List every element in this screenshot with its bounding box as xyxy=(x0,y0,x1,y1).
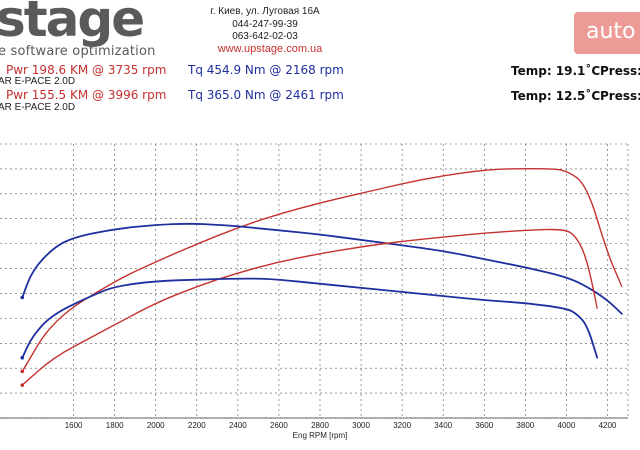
x-tick-label: 3000 xyxy=(352,421,370,430)
x-tick-label: 1800 xyxy=(106,421,124,430)
contact-phone-1: 044-247-99-39 xyxy=(232,19,298,30)
power-start-point-1 xyxy=(20,369,25,374)
x-tick-label: 2000 xyxy=(147,421,165,430)
x-tick-label: 4200 xyxy=(599,421,617,430)
run2-power: Pwr 155.5 KM @ 3996 rpm xyxy=(6,88,167,102)
torque-curve-4 xyxy=(21,277,599,359)
power-curve-3 xyxy=(21,228,598,386)
torque-curve-2 xyxy=(21,222,623,315)
website-link[interactable]: www.upstage.com.ua xyxy=(217,43,323,55)
torque-start-point-4 xyxy=(20,355,25,360)
run1-power: Pwr 198.6 KM @ 3735 rpm xyxy=(6,63,167,77)
x-tick-label: 2800 xyxy=(311,421,329,430)
x-tick-label: 4000 xyxy=(558,421,576,430)
x-tick-label: 2600 xyxy=(270,421,288,430)
x-tick-label: 2200 xyxy=(188,421,206,430)
x-tick-label: 1600 xyxy=(65,421,83,430)
contact-address: г. Киев, ул. Луговая 16А xyxy=(210,6,320,17)
x-tick-label: 3200 xyxy=(393,421,411,430)
watermark-badge: auto xyxy=(574,12,640,54)
run1-car: AR E-PACE 2.0D xyxy=(0,76,76,87)
brand-logo: stage xyxy=(0,0,145,48)
contact-phone-2: 063-642-02-03 xyxy=(232,31,298,42)
power-start-point-3 xyxy=(20,383,25,387)
x-tick-label: 3400 xyxy=(434,421,452,430)
run2-temp: Temp: 12.5˚C xyxy=(511,89,601,103)
brand-tagline: e software optimization xyxy=(0,44,156,59)
run1-press: Press: xyxy=(600,64,640,78)
watermark-text: auto xyxy=(586,19,636,44)
run1-torque: Tq 454.9 Nm @ 2168 rpm xyxy=(188,63,344,77)
dyno-chart: 1600 1800 2000 2200 2400 2600 2800 3000 3200 3400… xyxy=(0,143,629,440)
run2-torque: Tq 365.0 Nm @ 2461 rpm xyxy=(188,88,344,102)
x-axis-label: Eng RPM [rpm] xyxy=(293,431,348,440)
x-tick-label: 3600 xyxy=(475,421,493,430)
run1-temp: Temp: 19.1˚C xyxy=(511,64,601,78)
x-tick-label: 2400 xyxy=(229,421,247,430)
run2-car: AR E-PACE 2.0D xyxy=(0,102,76,113)
x-tick-label: 3800 xyxy=(516,421,534,430)
power-curve-1 xyxy=(21,168,623,373)
torque-start-point-2 xyxy=(20,295,25,300)
run2-press: Press: xyxy=(600,89,640,103)
